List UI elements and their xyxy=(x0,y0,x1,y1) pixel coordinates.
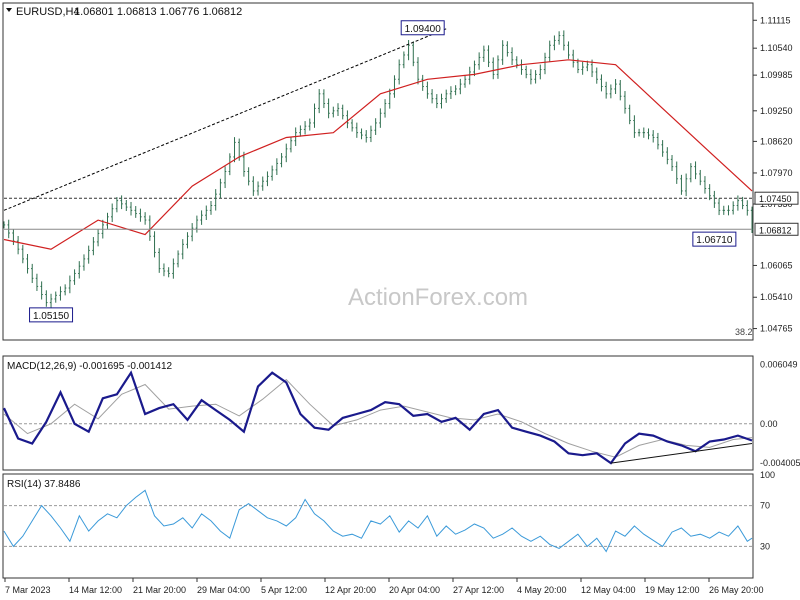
rsi-series-line xyxy=(3,489,753,553)
time-tick-label: 5 Apr 12:00 xyxy=(261,585,307,595)
macd-tick-label: 0.00 xyxy=(760,419,778,429)
price-tick-label: 1.11115 xyxy=(760,15,791,25)
price-tick-label: 1.10540 xyxy=(760,43,793,53)
price-tick-label: 1.09985 xyxy=(760,70,793,80)
macd-signal-line xyxy=(3,378,753,458)
moving-average xyxy=(3,59,753,250)
time-tick-label: 26 May 20:00 xyxy=(709,585,764,595)
chart-symbol: EURUSD,H4 xyxy=(16,6,80,18)
moving-average-line xyxy=(3,59,753,250)
price-annotation-box xyxy=(692,231,737,247)
time-tick-label: 29 Mar 04:00 xyxy=(197,585,250,595)
candles xyxy=(2,30,754,308)
price-tick-label: 1.05410 xyxy=(760,292,793,302)
rsi-tick-label: 70 xyxy=(760,501,770,511)
time-tick-label: 27 Apr 12:00 xyxy=(453,585,504,595)
macd-tick-label: 0.006049 xyxy=(760,359,798,369)
macd-main-line xyxy=(3,370,753,465)
price-tick-label: 1.08620 xyxy=(760,136,793,146)
time-tick-label: 12 May 04:00 xyxy=(581,585,636,595)
price-label-box xyxy=(754,191,799,205)
price-label: 1.06812 xyxy=(759,225,792,235)
rsi-title: RSI(14) 37.8486 xyxy=(7,479,81,490)
price-tick-label: 1.04765 xyxy=(760,324,793,334)
price-annotation-label: 1.06710 xyxy=(696,235,733,246)
price-annotation-box xyxy=(29,307,74,323)
annotations: 1.09400 1.05150 1.06710 xyxy=(29,20,737,323)
macd-trendline xyxy=(610,442,753,464)
macd-title: MACD(12,26,9) -0.001695 -0.001412 xyxy=(7,361,173,372)
time-tick-label: 19 May 12:00 xyxy=(645,585,700,595)
rsi-tick-label: 30 xyxy=(760,541,770,551)
collapse-arrow-icon[interactable] xyxy=(6,8,12,12)
price-tick-label: 1.09250 xyxy=(760,106,793,116)
time-tick-label: 7 Mar 2023 xyxy=(5,585,51,595)
price-annotation-label: 1.05150 xyxy=(33,311,70,322)
rsi-line xyxy=(3,489,753,553)
watermark: ActionForex.com xyxy=(348,284,528,311)
time-tick-label: 4 May 20:00 xyxy=(517,585,567,595)
rsi-axis: 100 70 30 xyxy=(760,470,775,551)
chart-ohlc: 1.06801 1.06813 1.06776 1.06812 xyxy=(74,6,242,18)
price-label-box xyxy=(754,222,799,236)
macd-panel-frame xyxy=(2,355,754,471)
time-axis: 7 Mar 2023 14 Mar 12:00 21 Mar 20:00 29 Mar… xyxy=(4,578,764,595)
time-tick-label: 14 Mar 12:00 xyxy=(69,585,122,595)
rsi-tick-label: 100 xyxy=(760,470,775,480)
time-tick-label: 20 Apr 04:00 xyxy=(389,585,440,595)
trendlines xyxy=(3,28,752,230)
macd-axis: 0.006049 0.00 -0.004005 xyxy=(760,359,800,468)
price-axis: 1.11115 1.10540 1.09985 1.09250 1.08620 1.079… xyxy=(753,15,799,334)
main-panel-frame xyxy=(2,2,754,341)
time-tick-label: 21 Mar 20:00 xyxy=(133,585,186,595)
rsi-panel-frame xyxy=(2,473,754,579)
price-annotation-box xyxy=(400,20,445,36)
price-label: 1.07450 xyxy=(759,194,792,204)
price-annotation-label: 1.09400 xyxy=(405,24,442,35)
fib-label: 38.2 xyxy=(735,327,753,337)
time-tick-label: 12 Apr 20:00 xyxy=(325,585,376,595)
macd-lines xyxy=(3,370,753,465)
price-tick-label: 1.06065 xyxy=(760,260,793,270)
price-tick-label: 1.07970 xyxy=(760,168,793,178)
macd-tick-label: -0.004005 xyxy=(760,458,800,468)
